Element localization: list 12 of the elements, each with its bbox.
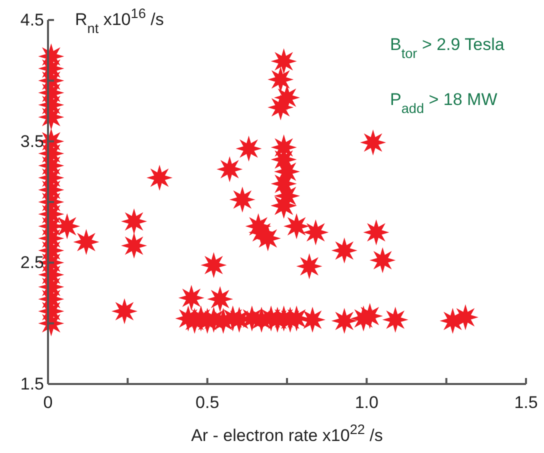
y-tick-label: 1.5 bbox=[20, 374, 44, 394]
x-tick-label: 1.5 bbox=[514, 393, 538, 412]
annotation: P$_{add}$ > 18 MW bbox=[390, 90, 498, 116]
x-tick-label: 0.5 bbox=[196, 393, 220, 412]
annotation: B$_{tor}$ > 2.9 Tesla bbox=[390, 35, 505, 60]
x-tick-label: 1.0 bbox=[354, 393, 378, 412]
x-tick-label: 0 bbox=[43, 393, 53, 412]
x-axis-title: Ar - electron rate x10$^{22}$ /s bbox=[191, 422, 383, 445]
y-tick-label: 3.5 bbox=[20, 132, 44, 151]
y-tick-label: 4.5 bbox=[20, 10, 44, 30]
y-tick-label: 2.5 bbox=[20, 253, 44, 272]
y-axis-title: R$_{nt}$ x10$^{16}$ /s bbox=[75, 6, 164, 36]
